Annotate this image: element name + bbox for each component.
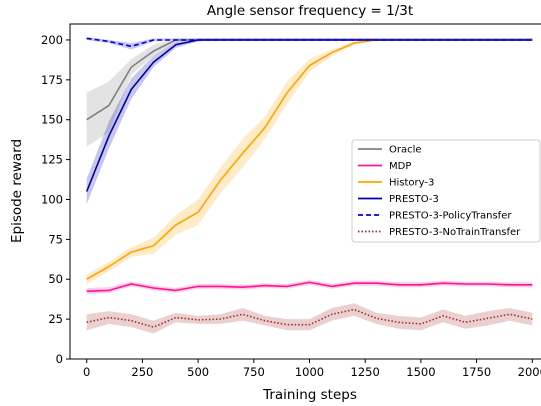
chart-title: Angle sensor frequency = 1/3t [207,3,413,19]
y-tick-label: 200 [41,33,63,47]
y-axis-ticks: 0 25 50 75 100 125 150 175 200 [41,33,70,366]
x-tick-label: 1250 [351,365,380,379]
legend-label-4: PRESTO-3-PolicyTransfer [389,211,512,222]
y-tick-label: 125 [41,153,63,167]
series-line-5 [86,308,533,328]
legend-label-2: History-3 [389,178,434,189]
series-lines [85,37,533,328]
band-5 [86,303,533,334]
legend: Oracle MDP History-3 PRESTO-3 PRESTO-3-Polic… [351,139,541,243]
x-tick-label: 0 [83,365,90,379]
band-2 [86,40,533,284]
legend-label-0: Oracle [389,145,422,156]
y-tick-label: 0 [56,352,63,366]
y-tick-label: 100 [41,192,63,206]
x-tick-label: 1750 [462,365,491,379]
x-tick-label: 1500 [406,365,435,379]
y-tick-label: 25 [48,312,63,326]
band-1 [86,280,533,295]
series-line-4 [86,37,533,48]
x-tick-label: 500 [187,365,209,379]
y-axis-title: Episode reward [9,139,25,243]
legend-label-1: MDP [389,161,411,172]
band-0 [86,38,533,147]
series-line-1 [86,281,533,292]
legend-box [351,139,541,243]
y-tick-label: 50 [48,272,63,286]
legend-label-3: PRESTO-3 [389,194,439,205]
x-tick-label: 750 [243,365,265,379]
x-tick-label: 1000 [295,365,324,379]
legend-label-5: PRESTO-3-NoTrainTransfer [389,227,521,238]
y-tick-label: 75 [48,232,63,246]
y-tick-label: 150 [41,113,63,127]
x-axis-title: Training steps [262,387,357,403]
y-tick-label: 175 [41,73,63,87]
series-line-0 [86,39,533,121]
x-tick-label: 250 [131,365,153,379]
